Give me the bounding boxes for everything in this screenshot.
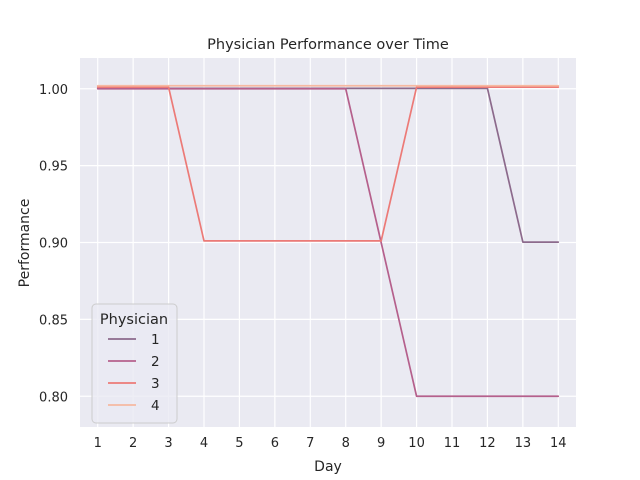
x-tick-label: 6 [271,436,279,451]
x-tick-label: 9 [377,436,385,451]
y-axis-label: Performance [17,199,33,288]
y-tick-label: 0.80 [39,390,68,405]
y-tick-label: 0.95 [39,160,68,175]
legend-box [91,303,178,424]
chart-title: Physician Performance over Time [207,37,449,53]
x-tick-label: 8 [342,436,350,451]
y-tick-label: 0.85 [39,313,68,328]
legend-label: 3 [151,376,160,392]
y-axis-ticks: 0.80 0.85 0.90 0.95 1.00 [39,83,68,406]
legend: Physician 1 2 3 4 [91,303,178,424]
x-tick-label: 3 [164,436,172,451]
y-tick-label: 1.00 [39,83,68,98]
x-tick-label: 14 [550,436,567,451]
x-tick-label: 11 [444,436,461,451]
grid [80,58,576,427]
x-tick-label: 10 [408,436,425,451]
x-tick-label: 13 [515,436,532,451]
series-line-2 [96,87,560,398]
series-lines [96,84,560,398]
x-tick-label: 5 [235,436,243,451]
legend-label: 2 [151,354,160,370]
x-tick-label: 4 [200,436,208,451]
series-line-3 [96,86,560,242]
x-axis-ticks: 1 2 3 4 5 6 7 8 9 10 11 12 13 14 [94,436,567,451]
legend-title: Physician [100,312,168,328]
y-tick-label: 0.90 [39,237,68,252]
x-tick-label: 7 [306,436,314,451]
x-tick-label: 2 [129,436,137,451]
x-tick-label: 1 [94,436,102,451]
legend-label: 4 [151,398,160,414]
x-axis-label: Day [314,459,342,475]
legend-label: 1 [151,332,160,348]
x-tick-label: 12 [479,436,496,451]
